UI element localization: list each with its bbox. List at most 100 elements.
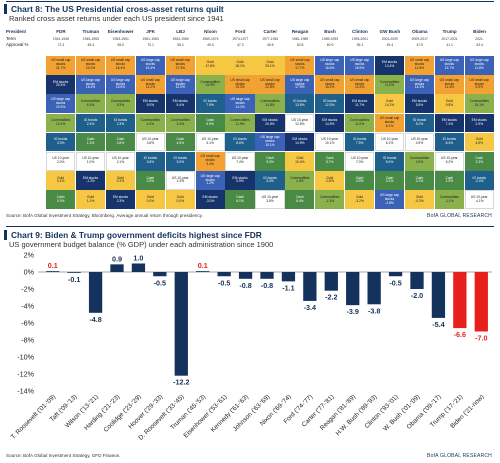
quilt-cell-value: 14.8% (414, 66, 425, 71)
quilt-cell: US small cap stocks 14.8% (404, 56, 435, 75)
quilt-cell-value: -0.6% (325, 179, 335, 184)
quilt-cell: Cash 2.6% (105, 132, 136, 152)
quilt-cell: IG bonds 2.3% (105, 113, 136, 133)
bar-value-label: -3.9 (347, 307, 359, 316)
quilt-cell-asset: IG bonds (83, 117, 98, 122)
quilt-cell: US 10-year 5.2% (434, 152, 464, 171)
quilt-cell-asset: Commodities (290, 175, 310, 180)
quilt-cell: EM stocks -1.2% (75, 171, 106, 190)
president-name: Trump (442, 29, 457, 34)
quilt-cell: US 10-year 3.8% (135, 132, 165, 152)
quilt-cell-asset: US 10-year (440, 156, 458, 161)
quilt-cell: US 10-year 7.4% (225, 152, 255, 171)
y-tick-label: -14% (17, 387, 34, 396)
quilt-cell: US 10-year 2.0% (46, 152, 76, 171)
quilt-cell-asset: US 10-year (470, 194, 488, 199)
quilt-cell-value: 14.8% (325, 121, 335, 126)
president-term: 1974-1977 (232, 37, 249, 41)
bar-value-label: -6.6 (454, 330, 466, 339)
deficit-bar (238, 272, 253, 279)
quilt-cell-asset: Gold (206, 60, 214, 65)
president-term: 1953-1961 (112, 37, 129, 41)
quilt-cell-value: 47.8% (205, 64, 215, 69)
quilt-cell-asset: Commodities (80, 98, 101, 103)
quilt-cell-asset: Gold (116, 175, 124, 180)
quilt-cell-asset: Commodities (230, 117, 250, 122)
quilt-cell: US large cap stocks 12.0% (165, 75, 195, 94)
quilt-cell: Gold 0.0% (165, 190, 195, 209)
president-approval: 45.4 (87, 43, 95, 47)
quilt-cell-asset: Commodities (260, 98, 280, 103)
quilt-cell: IG bonds 3.8% (135, 152, 165, 171)
x-category-label: Coolidge ('23-'29) (103, 393, 143, 433)
chart9-brand: BofA GLOBAL RESEARCH (427, 453, 492, 459)
quilt-cell-asset: EM stocks (322, 117, 338, 122)
deficit-bar (174, 272, 188, 376)
quilt-cell-asset: Gold (356, 194, 364, 199)
quilt-cell: Cash 9.0% (255, 152, 285, 171)
quilt-cell-asset: US large cap stocks (81, 77, 101, 86)
chart9-title: Chart 9: Biden & Trump government defici… (11, 230, 262, 240)
quilt-cell-value: -3.0% (205, 198, 215, 203)
row-label-approval: Approval % (6, 42, 29, 47)
quilt-cell-asset: US 10-year (141, 137, 159, 142)
quilt-cell-asset: EM stocks (292, 137, 308, 142)
quilt-cell-asset: US small cap stocks (140, 77, 161, 86)
quilt-cell-value: 0.3% (56, 198, 65, 203)
quilt-cell-asset: Gold (146, 194, 154, 199)
quilt-cell-asset: US 10-year (291, 117, 309, 122)
quilt-cell-asset: Gold (87, 194, 95, 199)
bar-value-label: -2.0 (411, 291, 423, 300)
president-name: Obama (411, 29, 428, 34)
quilt-cell: IG bonds 3.3% (46, 132, 76, 152)
quilt-cell-value: 18.1% (235, 64, 245, 69)
president-approval: 52.8 (296, 43, 304, 47)
quilt-cell-asset: US 10-year (231, 156, 249, 161)
deficit-bar (474, 272, 488, 332)
quilt-cell: EM stocks 14.8% (315, 113, 345, 133)
quilt-cell-value: 4.9% (415, 141, 424, 146)
quilt-cell-value: -1.1% (445, 198, 454, 203)
deficit-bar (67, 272, 81, 273)
quilt-cell: US large cap stocks 14.1% (225, 94, 255, 113)
quilt-cell: Commodities 5.3% (105, 94, 136, 113)
quilt-cell: US 10-year 1.0% (75, 152, 106, 171)
quilt-cell: IG bonds 3.4% (255, 171, 285, 190)
deficit-bar-chart: 2%0%-2%-4%-6%-8%-10%-12%-14%0.1T. Roosev… (10, 251, 492, 442)
deficit-bar (410, 272, 424, 289)
quilt-cell-value: 9.8% (445, 102, 454, 107)
quilt-cell-value: 11.8% (474, 66, 484, 71)
quilt-cell-asset: Cash (266, 156, 274, 161)
quilt-cell-value: 4.9% (355, 179, 364, 184)
quilt-cell: US large cap stocks -2.8% (374, 190, 405, 209)
quilt-cell-value: 27.3% (175, 66, 185, 71)
quilt-cell-asset: EM stocks (232, 175, 248, 180)
chart8-title-bar: Chart 8: The US Presidential cross-asset… (2, 3, 224, 15)
quilt-cell: Commodities 13.1% (46, 113, 76, 133)
chart9-panel: Chart 9: Biden & Trump government defici… (0, 226, 500, 463)
quilt-cell-asset: IG bonds (323, 98, 337, 103)
quilt-cell: US small cap stocks 11.4% (434, 75, 464, 94)
president-name: Biden (473, 29, 486, 34)
quilt-cell-asset: IG bonds (143, 156, 158, 161)
quilt-cell-asset: Cash (86, 137, 95, 142)
quilt-cell-value: 13.4% (384, 64, 395, 69)
president-approval: 49.4 (386, 43, 394, 47)
chart9-top-rule (6, 226, 494, 227)
quilt-cell: IG bonds 7.9% (195, 94, 225, 113)
quilt-cell: Gold 0.1% (46, 171, 76, 190)
quilt-cell: EM stocks 7.4% (434, 113, 464, 133)
quilt-cell-value: 5.2% (445, 160, 454, 165)
deficit-bar (88, 272, 103, 313)
quilt-cell-asset: US 10-year (112, 156, 129, 161)
president-approval: 45.5 (266, 43, 274, 47)
quilt-cell: US large cap stocks 13.7% (434, 56, 464, 75)
quilt-cell-asset: IG bonds (352, 137, 367, 142)
quilt-cell-value: 18.9% (354, 66, 365, 71)
quilt-cell-asset: US small cap stocks (349, 77, 370, 86)
quilt-cell-asset: US 10-year (82, 156, 99, 161)
quilt-cell: IG bonds 5.2% (404, 113, 435, 133)
quilt-cell: EM stocks 9.0% (135, 94, 165, 113)
quilt-cell-value: 2.3% (116, 198, 125, 203)
quilt-cell-value: 6.1% (385, 141, 394, 146)
